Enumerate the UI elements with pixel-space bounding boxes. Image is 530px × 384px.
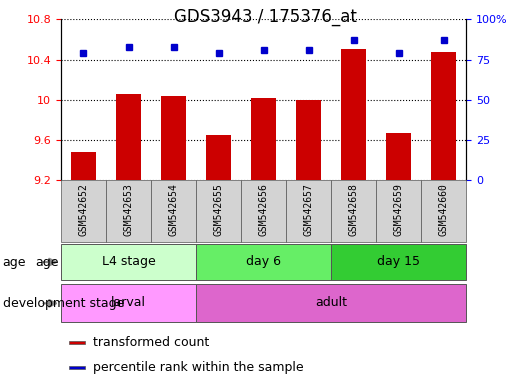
Text: GSM542652: GSM542652	[78, 184, 89, 237]
Text: GSM542655: GSM542655	[214, 184, 224, 237]
Text: larval: larval	[111, 296, 146, 309]
Text: day 15: day 15	[377, 255, 420, 268]
Text: GSM542658: GSM542658	[349, 184, 359, 237]
Bar	[151, 180, 196, 242]
Text: GSM542657: GSM542657	[304, 184, 314, 237]
Bar	[331, 180, 376, 242]
Text: day 6: day 6	[246, 255, 281, 268]
Text: transformed count: transformed count	[93, 336, 209, 349]
Text: adult: adult	[315, 296, 347, 309]
Bar	[69, 366, 85, 369]
Text: GDS3943 / 175376_at: GDS3943 / 175376_at	[173, 8, 357, 26]
Bar	[421, 180, 466, 242]
Bar	[196, 244, 331, 280]
Text: age: age	[35, 256, 58, 268]
Bar	[61, 180, 106, 242]
Text: GSM542653: GSM542653	[123, 184, 134, 237]
Bar	[341, 50, 366, 180]
Bar	[196, 284, 466, 323]
Text: GSM542660: GSM542660	[439, 184, 449, 237]
Text: L4 stage: L4 stage	[102, 255, 155, 268]
Bar	[386, 133, 411, 180]
Bar	[69, 341, 85, 344]
Bar	[71, 152, 96, 180]
Bar	[106, 180, 151, 242]
Bar	[161, 96, 186, 180]
Bar	[61, 244, 196, 280]
Bar	[116, 94, 141, 180]
Bar	[286, 180, 331, 242]
Bar	[431, 53, 456, 180]
Text: GSM542659: GSM542659	[394, 184, 404, 237]
Bar	[206, 135, 231, 180]
Bar	[61, 284, 196, 323]
Text: development stage: development stage	[3, 297, 124, 310]
Text: GSM542654: GSM542654	[169, 184, 179, 237]
Text: age: age	[3, 256, 26, 268]
Bar	[196, 180, 241, 242]
Bar	[251, 98, 276, 180]
Bar	[296, 100, 321, 180]
Bar	[241, 180, 286, 242]
Text: GSM542656: GSM542656	[259, 184, 269, 237]
Text: percentile rank within the sample: percentile rank within the sample	[93, 361, 303, 374]
Bar	[331, 244, 466, 280]
Bar	[376, 180, 421, 242]
